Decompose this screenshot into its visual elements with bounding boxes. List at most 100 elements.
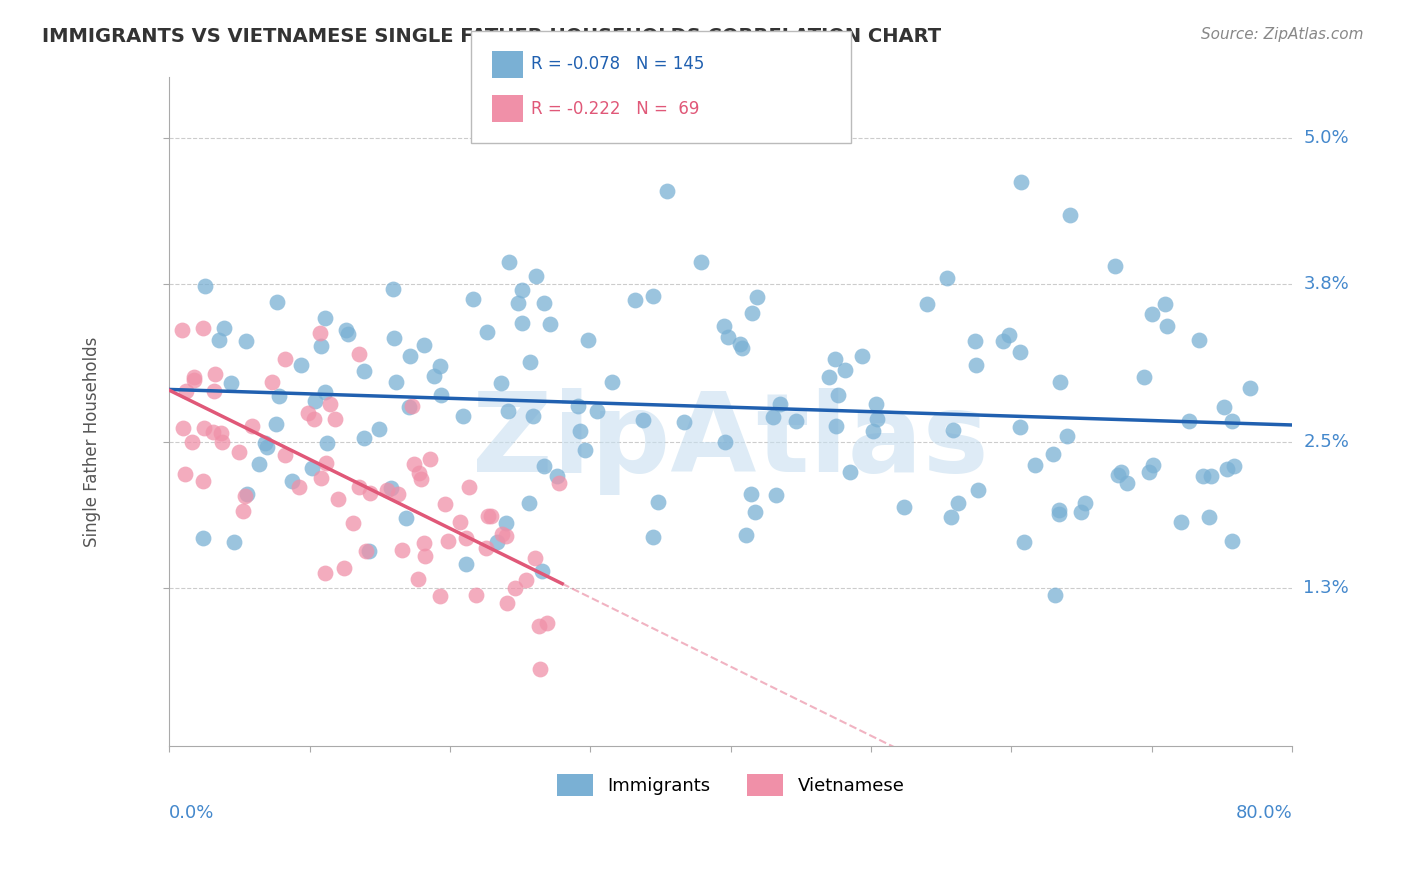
Point	[1192, 469, 1215, 483]
Point	[1043, 588, 1066, 602]
Point	[1216, 462, 1239, 476]
Point	[865, 397, 887, 411]
Point	[1024, 458, 1046, 472]
Point	[314, 385, 336, 400]
Point	[1008, 344, 1031, 359]
Point	[384, 331, 406, 345]
Point	[641, 530, 664, 544]
Point	[1198, 509, 1220, 524]
Point	[260, 376, 283, 390]
Point	[547, 475, 569, 490]
Point	[235, 334, 257, 348]
Point	[429, 589, 451, 603]
Point	[1201, 468, 1223, 483]
Text: Source: ZipAtlas.com: Source: ZipAtlas.com	[1201, 27, 1364, 42]
Point	[211, 434, 233, 449]
Point	[479, 508, 502, 523]
Point	[993, 334, 1015, 348]
Point	[1012, 535, 1035, 549]
Point	[510, 283, 533, 297]
Point	[1223, 458, 1246, 473]
Point	[395, 511, 418, 525]
Point	[316, 435, 339, 450]
Point	[408, 467, 430, 481]
Point	[335, 322, 357, 336]
Point	[222, 535, 245, 549]
Point	[1220, 534, 1243, 549]
Point	[170, 323, 193, 337]
Point	[451, 409, 474, 423]
Text: 3.8%: 3.8%	[1303, 275, 1348, 293]
Point	[328, 492, 350, 507]
Point	[391, 543, 413, 558]
Point	[449, 516, 471, 530]
Point	[247, 457, 270, 471]
Point	[359, 486, 381, 500]
Point	[769, 397, 792, 411]
Point	[1137, 465, 1160, 479]
Point	[728, 337, 751, 351]
Point	[411, 472, 433, 486]
Point	[576, 334, 599, 348]
Point	[524, 550, 547, 565]
Point	[496, 404, 519, 418]
Point	[413, 549, 436, 563]
Point	[401, 400, 423, 414]
Text: 0.0%: 0.0%	[169, 804, 215, 822]
Point	[266, 294, 288, 309]
Point	[915, 297, 938, 311]
Point	[765, 488, 787, 502]
Point	[290, 358, 312, 372]
Point	[406, 572, 429, 586]
Point	[526, 269, 548, 284]
Point	[624, 293, 647, 307]
Point	[1070, 505, 1092, 519]
Text: R = -0.078   N = 145: R = -0.078 N = 145	[531, 55, 704, 73]
Point	[193, 531, 215, 545]
Point	[208, 334, 231, 348]
Point	[485, 535, 508, 549]
Point	[256, 440, 278, 454]
Point	[515, 573, 537, 587]
Point	[193, 420, 215, 434]
Text: 80.0%: 80.0%	[1236, 804, 1292, 822]
Point	[600, 375, 623, 389]
Point	[941, 510, 963, 524]
Point	[717, 330, 740, 344]
Point	[734, 528, 756, 542]
Point	[893, 500, 915, 515]
Point	[866, 412, 889, 426]
Text: 1.3%: 1.3%	[1303, 579, 1348, 597]
Point	[942, 423, 965, 437]
Point	[191, 320, 214, 334]
Point	[353, 431, 375, 445]
Text: Single Father Households: Single Father Households	[83, 336, 101, 547]
Point	[834, 363, 856, 377]
Point	[1047, 503, 1070, 517]
Point	[1154, 297, 1177, 311]
Point	[522, 409, 544, 424]
Point	[510, 316, 533, 330]
Point	[690, 255, 713, 269]
Point	[489, 376, 512, 391]
Point	[236, 487, 259, 501]
Point	[1156, 319, 1178, 334]
Point	[387, 487, 409, 501]
Point	[647, 495, 669, 509]
Point	[1170, 516, 1192, 530]
Point	[297, 406, 319, 420]
Point	[353, 363, 375, 377]
Point	[498, 255, 520, 269]
Point	[314, 310, 336, 325]
Point	[209, 425, 232, 440]
Point	[336, 326, 359, 341]
Point	[202, 384, 225, 398]
Point	[538, 317, 561, 331]
Point	[495, 596, 517, 610]
Point	[228, 444, 250, 458]
Point	[527, 619, 550, 633]
Point	[240, 419, 263, 434]
Point	[672, 415, 695, 429]
Point	[174, 467, 197, 481]
Point	[325, 412, 347, 426]
